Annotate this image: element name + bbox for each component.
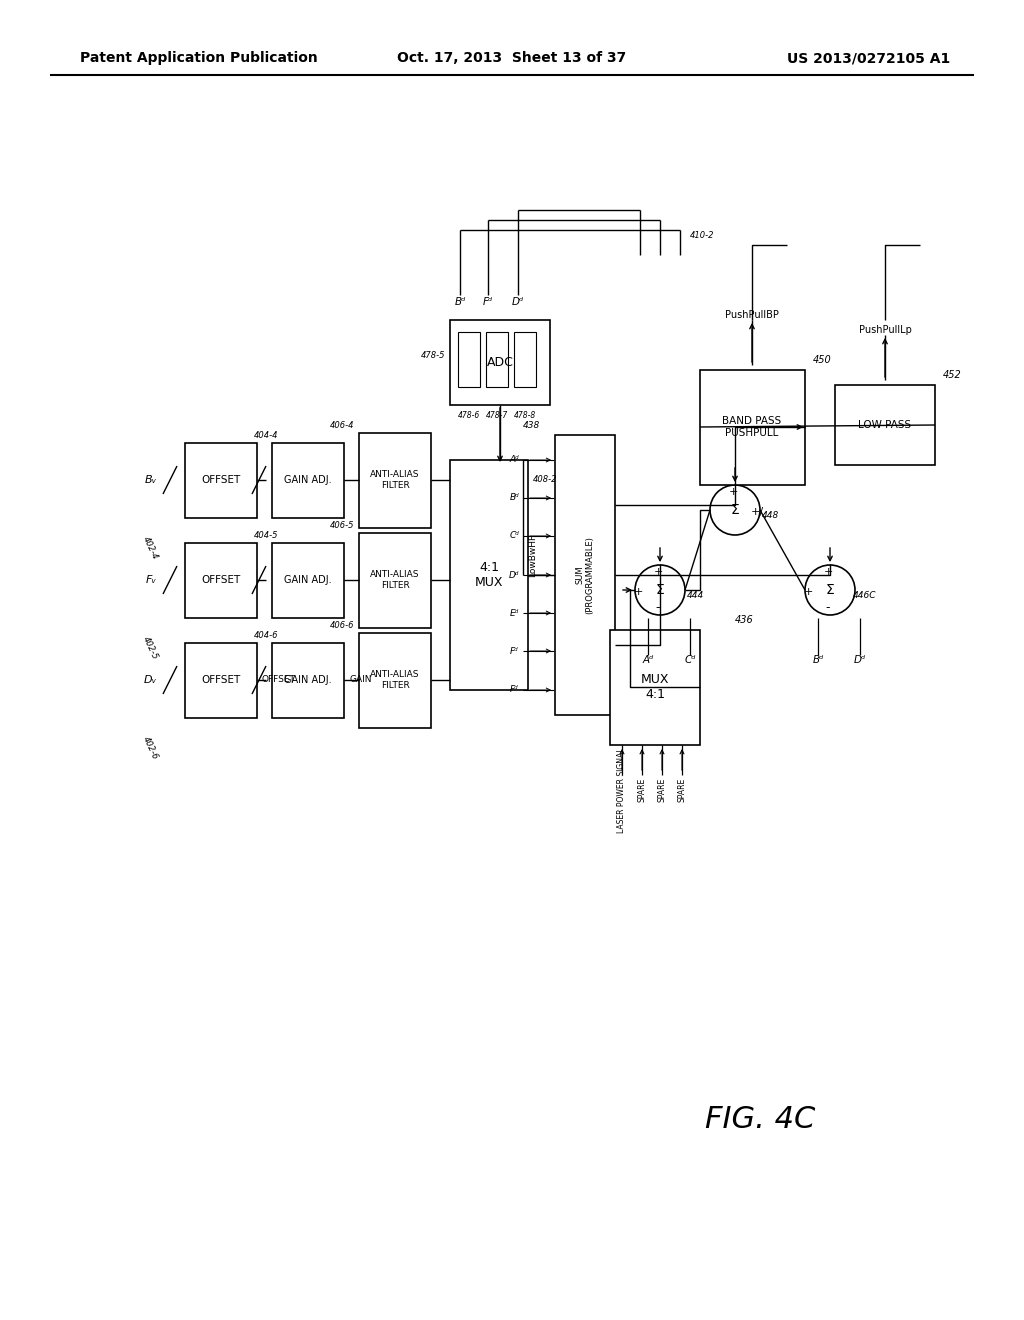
Text: 478-7: 478-7 bbox=[485, 411, 508, 420]
Text: 408-2: 408-2 bbox=[534, 475, 557, 484]
Text: +: + bbox=[728, 487, 737, 498]
Text: Σ: Σ bbox=[731, 503, 739, 517]
Text: 406-5: 406-5 bbox=[330, 520, 354, 529]
Text: +: + bbox=[823, 568, 833, 577]
Text: FIG. 4C: FIG. 4C bbox=[705, 1106, 815, 1134]
Text: GAIN ADJ.: GAIN ADJ. bbox=[285, 576, 332, 585]
Text: OFFSET: OFFSET bbox=[202, 675, 241, 685]
Bar bbox=[185, 444, 257, 517]
Text: 410-2: 410-2 bbox=[690, 231, 715, 239]
Bar bbox=[359, 433, 431, 528]
Bar bbox=[450, 459, 528, 690]
Text: -: - bbox=[655, 602, 660, 615]
Text: LOW PASS: LOW PASS bbox=[858, 420, 911, 430]
Bar bbox=[514, 333, 536, 387]
Text: ANTI-ALIAS
FILTER: ANTI-ALIAS FILTER bbox=[371, 570, 420, 590]
Text: 452: 452 bbox=[943, 370, 962, 380]
Bar bbox=[272, 444, 344, 517]
Text: ANTI-ALIAS
FILTER: ANTI-ALIAS FILTER bbox=[371, 470, 420, 490]
Text: 4:1
MUX: 4:1 MUX bbox=[475, 561, 503, 589]
Text: Bᵈ: Bᵈ bbox=[509, 494, 519, 503]
Bar bbox=[458, 333, 480, 387]
Text: Aᵈ: Aᵈ bbox=[642, 655, 653, 665]
Text: OFFSET: OFFSET bbox=[202, 475, 241, 484]
Text: 444: 444 bbox=[686, 590, 703, 599]
Text: BAND PASS
PUSHPULL: BAND PASS PUSHPULL bbox=[722, 416, 781, 438]
Text: 436: 436 bbox=[735, 615, 754, 624]
Text: Patent Application Publication: Patent Application Publication bbox=[80, 51, 317, 65]
Text: US 2013/0272105 A1: US 2013/0272105 A1 bbox=[786, 51, 950, 65]
Bar bbox=[185, 643, 257, 718]
Text: 406-6: 406-6 bbox=[330, 620, 354, 630]
Text: +: + bbox=[803, 587, 813, 597]
Bar bbox=[272, 543, 344, 618]
Bar bbox=[359, 634, 431, 729]
Text: Dᵥ: Dᵥ bbox=[143, 675, 157, 685]
Text: GAIN ADJ.: GAIN ADJ. bbox=[285, 475, 332, 484]
Text: 478-6: 478-6 bbox=[458, 411, 480, 420]
Bar bbox=[835, 385, 935, 465]
Text: +/: +/ bbox=[751, 507, 764, 517]
Text: 402-5: 402-5 bbox=[140, 635, 160, 661]
Bar bbox=[450, 319, 550, 405]
Text: Σ: Σ bbox=[825, 583, 835, 597]
Text: Bᵈ: Bᵈ bbox=[455, 297, 466, 308]
Text: GAIN ADJ.: GAIN ADJ. bbox=[285, 675, 332, 685]
Bar bbox=[185, 543, 257, 618]
Bar bbox=[555, 436, 615, 715]
Text: Σ: Σ bbox=[655, 583, 665, 597]
Bar bbox=[486, 333, 508, 387]
Text: Dᵈ: Dᵈ bbox=[854, 655, 866, 665]
Text: 404-6: 404-6 bbox=[254, 631, 279, 639]
Text: Fᵈ: Fᵈ bbox=[510, 647, 519, 656]
Text: +: + bbox=[633, 587, 643, 597]
Text: 478-5: 478-5 bbox=[421, 351, 445, 359]
Bar bbox=[359, 533, 431, 628]
Text: Dᵈ: Dᵈ bbox=[512, 297, 524, 308]
Text: MUX
4:1: MUX 4:1 bbox=[641, 673, 670, 701]
Text: GAIN: GAIN bbox=[349, 676, 372, 685]
Text: SUM
(PROGRAMMABLE): SUM (PROGRAMMABLE) bbox=[575, 536, 595, 614]
Text: 404-5: 404-5 bbox=[254, 531, 279, 540]
Text: Aᵈ: Aᵈ bbox=[509, 455, 519, 465]
Text: ADC: ADC bbox=[486, 355, 513, 368]
Text: 438: 438 bbox=[522, 421, 540, 429]
Text: 450: 450 bbox=[813, 355, 831, 366]
Text: Cᵈ: Cᵈ bbox=[509, 532, 519, 540]
Text: ANTI-ALIAS
FILTER: ANTI-ALIAS FILTER bbox=[371, 671, 420, 689]
Text: LowBwHF: LowBwHF bbox=[528, 533, 538, 577]
Text: Fᵈ: Fᵈ bbox=[510, 685, 519, 694]
Text: 446C: 446C bbox=[853, 590, 877, 599]
Bar bbox=[610, 630, 700, 744]
Text: Bᵥ: Bᵥ bbox=[144, 475, 157, 484]
Text: LASER POWER SIGNAL: LASER POWER SIGNAL bbox=[617, 747, 627, 833]
Text: 448: 448 bbox=[762, 511, 778, 520]
Text: OFFSET: OFFSET bbox=[262, 676, 296, 685]
Text: Eᵈ: Eᵈ bbox=[510, 609, 519, 618]
Text: Oct. 17, 2013  Sheet 13 of 37: Oct. 17, 2013 Sheet 13 of 37 bbox=[397, 51, 627, 65]
Text: 402-6: 402-6 bbox=[140, 735, 160, 762]
Text: Cᵈ: Cᵈ bbox=[684, 655, 695, 665]
Text: OFFSET: OFFSET bbox=[202, 576, 241, 585]
Text: 404-4: 404-4 bbox=[254, 430, 279, 440]
Bar bbox=[700, 370, 805, 484]
Bar bbox=[272, 643, 344, 718]
Text: Bᵈ: Bᵈ bbox=[812, 655, 823, 665]
Text: -: - bbox=[825, 602, 830, 615]
Text: Fᵈ: Fᵈ bbox=[483, 297, 494, 308]
Text: SPARE: SPARE bbox=[657, 777, 667, 803]
Text: +: + bbox=[653, 568, 663, 577]
Text: Dᵈ: Dᵈ bbox=[509, 570, 519, 579]
Text: 402-4: 402-4 bbox=[140, 535, 160, 561]
Text: SPARE: SPARE bbox=[678, 777, 686, 803]
Text: Fᵥ: Fᵥ bbox=[146, 576, 157, 585]
Text: 406-4: 406-4 bbox=[330, 421, 354, 429]
Text: 478-8: 478-8 bbox=[514, 411, 537, 420]
Text: SPARE: SPARE bbox=[638, 777, 646, 803]
Text: PushPullBP: PushPullBP bbox=[725, 310, 779, 319]
Text: PushPullLp: PushPullLp bbox=[858, 325, 911, 335]
